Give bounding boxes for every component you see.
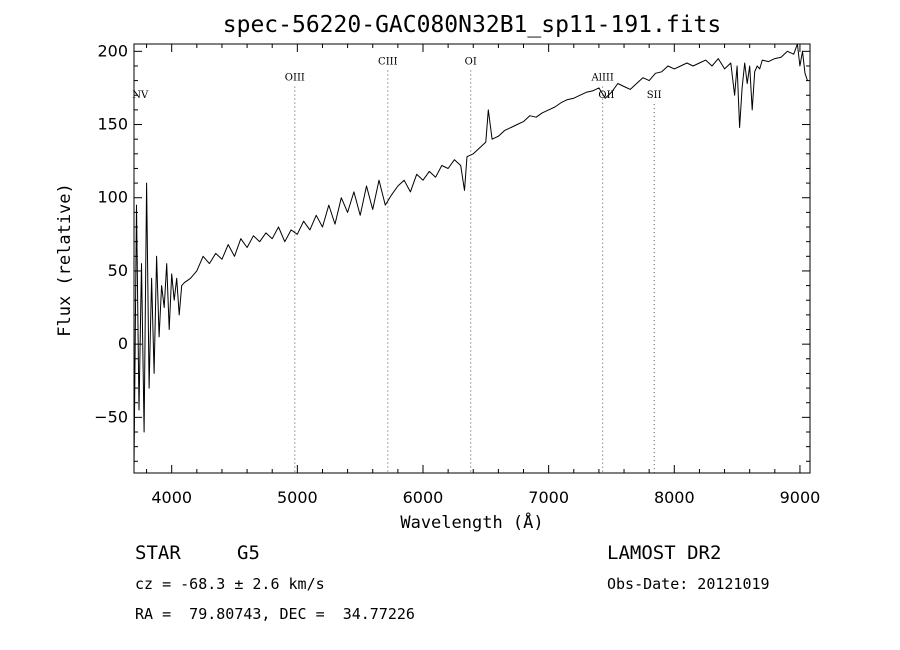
- survey-name: LAMOST DR2: [607, 542, 721, 564]
- radial-velocity: cz = -68.3 ± 2.6 km/s: [135, 575, 325, 593]
- x-tick-label: 7000: [528, 488, 569, 507]
- y-axis-label: Flux (relative): [55, 183, 75, 337]
- spectral-line-label: SII: [647, 90, 662, 101]
- spectrum-line: [133, 43, 808, 469]
- x-tick-label: 8000: [654, 488, 695, 507]
- y-tick-label: 50: [108, 261, 128, 280]
- x-tick-label: 5000: [277, 488, 318, 507]
- spectral-line-label: CIII: [378, 56, 398, 67]
- spectral-line-markers: NV OIII CIII OI AlIII OII SII: [132, 56, 662, 473]
- y-tick-label: −50: [94, 407, 128, 426]
- plot-area: [133, 43, 808, 469]
- x-tick-label: 6000: [403, 488, 444, 507]
- spectral-line-label: NV: [132, 90, 149, 101]
- spectral-line-label: OIII: [285, 73, 305, 84]
- plot-frame: [133, 43, 811, 474]
- x-axis-label: Wavelength (Å): [400, 511, 543, 533]
- object-class: STAR: [135, 542, 181, 564]
- y-tick-label: 100: [97, 188, 128, 207]
- chart-title: spec-56220-GAC080N32B1_sp11-191.fits: [223, 12, 722, 38]
- axis-ticks: 4000 5000 6000 7000 8000 9000 −50 0 50 100 150 200: [94, 41, 820, 507]
- spectral-line-label: AlIII: [591, 73, 614, 84]
- observation-date: Obs-Date: 20121019: [607, 575, 770, 593]
- x-tick-label: 4000: [151, 488, 192, 507]
- x-tick-label: 9000: [780, 488, 821, 507]
- y-tick-label: 150: [97, 115, 128, 134]
- spectral-subclass: G5: [237, 542, 260, 564]
- spectral-line-label: OII: [598, 90, 614, 101]
- spectral-line-label: OI: [465, 56, 477, 67]
- y-tick-label: 200: [97, 41, 128, 60]
- sky-coordinates: RA = 79.80743, DEC = 34.77226: [135, 605, 415, 623]
- y-tick-label: 0: [118, 334, 128, 353]
